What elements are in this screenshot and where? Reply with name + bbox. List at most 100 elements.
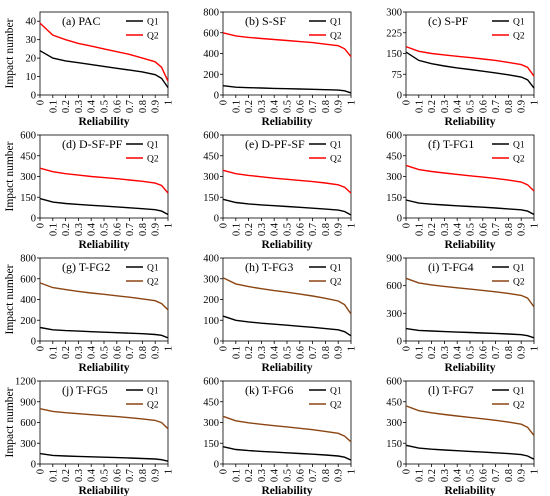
x-tick-label: 0.4	[87, 468, 98, 482]
y-tick-label: 300	[386, 8, 402, 19]
x-tick-label: 0.4	[453, 345, 464, 359]
x-tick-label: 0.4	[87, 99, 98, 113]
subplot-title: (l) T-FG7	[428, 383, 474, 397]
y-tick-label: 450	[203, 151, 219, 162]
y-tick-label: 450	[386, 397, 402, 408]
x-tick-label: 0.2	[427, 223, 438, 236]
x-tick-label: 1	[347, 469, 358, 474]
x-tick-label: 0.5	[100, 223, 111, 236]
y-tick-label: 150	[386, 193, 402, 204]
y-tick-label: 300	[203, 418, 219, 429]
legend-label: Q1	[147, 387, 159, 397]
y-tick-label: 600	[20, 418, 36, 429]
y-axis-label: Impact number	[4, 18, 16, 88]
x-tick-label: 0.3	[440, 223, 451, 236]
x-tick-label: 0	[219, 346, 230, 351]
subplot-title: (g) T-FG2	[62, 260, 110, 274]
x-tick-label: 0.8	[504, 100, 515, 113]
series-line-q2	[222, 169, 352, 194]
x-tick-label: 0.2	[244, 100, 255, 113]
y-tick-label: 0	[214, 91, 219, 102]
x-tick-label: 0.8	[504, 469, 515, 482]
legend-label: Q1	[330, 141, 342, 151]
legend-label: Q1	[147, 264, 159, 274]
x-tick-label: 0.1	[231, 100, 242, 113]
x-axis-label: Reliability	[444, 116, 495, 128]
subplot-title: (d) D-SF-PF	[62, 137, 123, 151]
y-tick-label: 150	[203, 439, 219, 450]
x-tick-label: 0.9	[151, 100, 162, 113]
y-axis-label: Impact number	[4, 387, 16, 457]
x-tick-label: 0.5	[283, 100, 294, 113]
y-tick-label: 0	[31, 91, 36, 102]
legend-label: Q2	[330, 278, 342, 288]
series-line-q1	[222, 446, 352, 461]
y-tick-label: 600	[386, 377, 402, 388]
x-axis-label: Reliability	[78, 239, 129, 251]
x-tick-label: 0.1	[414, 346, 425, 359]
x-tick-label: 0.1	[231, 223, 242, 236]
y-tick-label: 10	[26, 72, 37, 83]
x-tick-label: 0.2	[244, 469, 255, 482]
legend-label: Q2	[330, 401, 342, 411]
y-tick-label: 300	[20, 439, 36, 450]
y-axis-label: Impact number	[4, 264, 16, 334]
y-tick-label: 300	[386, 309, 402, 320]
x-tick-label: 0	[219, 469, 230, 474]
y-tick-label: 600	[203, 377, 219, 388]
x-tick-label: 0.7	[491, 223, 502, 236]
x-tick-label: 0.5	[100, 100, 111, 113]
series-line-q1	[39, 50, 169, 88]
x-axis-label: Reliability	[78, 362, 129, 374]
y-tick-label: 0	[31, 214, 36, 225]
y-tick-label: 400	[203, 49, 219, 60]
x-tick-label: 1	[530, 469, 541, 474]
x-tick-label: 0.9	[334, 469, 345, 482]
x-axis-label: Reliability	[78, 485, 129, 496]
y-tick-label: 0	[214, 337, 219, 348]
y-tick-label: 300	[20, 172, 36, 183]
x-tick-label: 0.9	[151, 469, 162, 482]
y-tick-label: 600	[386, 281, 402, 292]
series-line-q1	[39, 197, 169, 216]
legend-label: Q2	[330, 32, 342, 42]
legend-label: Q2	[513, 32, 525, 42]
y-tick-label: 600	[386, 131, 402, 142]
x-tick-label: 0.6	[112, 346, 123, 359]
y-tick-label: 40	[26, 17, 37, 28]
x-axis-label: Reliability	[444, 239, 495, 251]
x-tick-label: 0.3	[440, 346, 451, 359]
x-tick-label: 0.7	[125, 100, 136, 113]
x-tick-label: 0.6	[112, 100, 123, 113]
x-axis-label: Reliability	[261, 116, 312, 128]
x-tick-label: 0.9	[517, 469, 528, 482]
subplot-title: (h) T-FG3	[245, 260, 293, 274]
x-tick-label: 0.8	[138, 223, 149, 236]
y-tick-label: 600	[20, 131, 36, 142]
y-tick-label: 0	[397, 337, 402, 348]
x-tick-label: 0.4	[87, 222, 98, 236]
series-line-q2	[222, 277, 352, 315]
subplot-title: (f) T-FG1	[428, 137, 474, 151]
subplot-title: (j) T-FG5	[62, 383, 108, 397]
x-tick-label: 0.2	[61, 346, 72, 359]
x-tick-label: 0.3	[440, 469, 451, 482]
x-tick-label: 0.2	[61, 469, 72, 482]
x-tick-label: 0.7	[308, 223, 319, 236]
x-tick-label: 0.6	[295, 346, 306, 359]
y-tick-label: 200	[203, 295, 219, 306]
legend-label: Q1	[513, 18, 525, 28]
x-tick-label: 1	[164, 223, 175, 228]
x-tick-label: 0.1	[48, 346, 59, 359]
y-tick-label: 150	[386, 49, 402, 60]
y-tick-label: 0	[214, 460, 219, 471]
x-tick-label: 0.1	[48, 223, 59, 236]
series-line-q2	[39, 282, 169, 311]
x-tick-label: 0.7	[308, 469, 319, 482]
x-tick-label: 0	[36, 100, 47, 105]
y-tick-label: 150	[20, 193, 36, 204]
